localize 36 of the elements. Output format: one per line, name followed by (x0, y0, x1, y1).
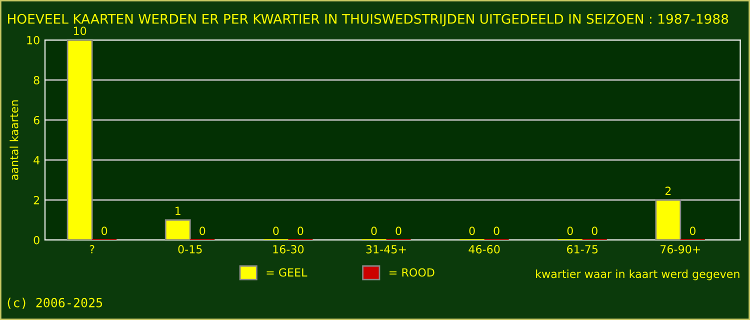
x-tick-label: 16-30 (273, 245, 304, 254)
data-label: 10 (74, 26, 86, 36)
data-label: 0 (469, 226, 475, 236)
y-tick-label: 2 (34, 196, 40, 204)
data-label: 0 (371, 226, 377, 236)
data-label: 0 (273, 226, 279, 236)
y-axis-title: aantal kaarten (10, 100, 18, 180)
data-label: 0 (200, 226, 206, 236)
y-tick-label: 10 (27, 36, 40, 44)
data-label: 0 (298, 226, 304, 236)
bar (164, 219, 191, 240)
x-tick-label: 0-15 (178, 245, 202, 254)
legend-label: = ROOD (390, 268, 434, 277)
x-tick-label: 76-90+ (660, 245, 700, 254)
bar (655, 199, 682, 240)
x-tick-label: 31-45+ (366, 245, 406, 254)
data-label: 0 (690, 226, 696, 236)
data-label: 0 (567, 226, 573, 236)
x-tick-label: 61-75 (567, 245, 598, 254)
y-tick-label: 8 (34, 76, 40, 84)
legend-label: = GEEL (266, 268, 308, 277)
data-label: 0 (592, 226, 598, 236)
y-tick-label: 4 (34, 156, 40, 164)
x-tick-label: ? (90, 245, 94, 254)
y-tick-label: 6 (34, 116, 40, 124)
x-axis-title: kwartier waar in kaart werd gegeven (536, 270, 740, 280)
data-label: 0 (396, 226, 402, 236)
text: (c) 2006-2025 (8, 298, 102, 309)
bar (66, 40, 93, 240)
y-tick-label: 0 (34, 236, 40, 244)
data-label: 0 (102, 226, 108, 236)
data-label: 2 (665, 186, 671, 195)
chart-title: HOEVEEL KAARTEN WERDEN ER PER KWARTIER IN THUISWEDSTRIJDEN UITGEDEELD IN SEIZOEN : 1987-1988 (8, 14, 728, 26)
data-label: 0 (494, 226, 500, 236)
data-label: 1 (176, 206, 180, 215)
x-tick-label: 46-60 (468, 245, 500, 254)
